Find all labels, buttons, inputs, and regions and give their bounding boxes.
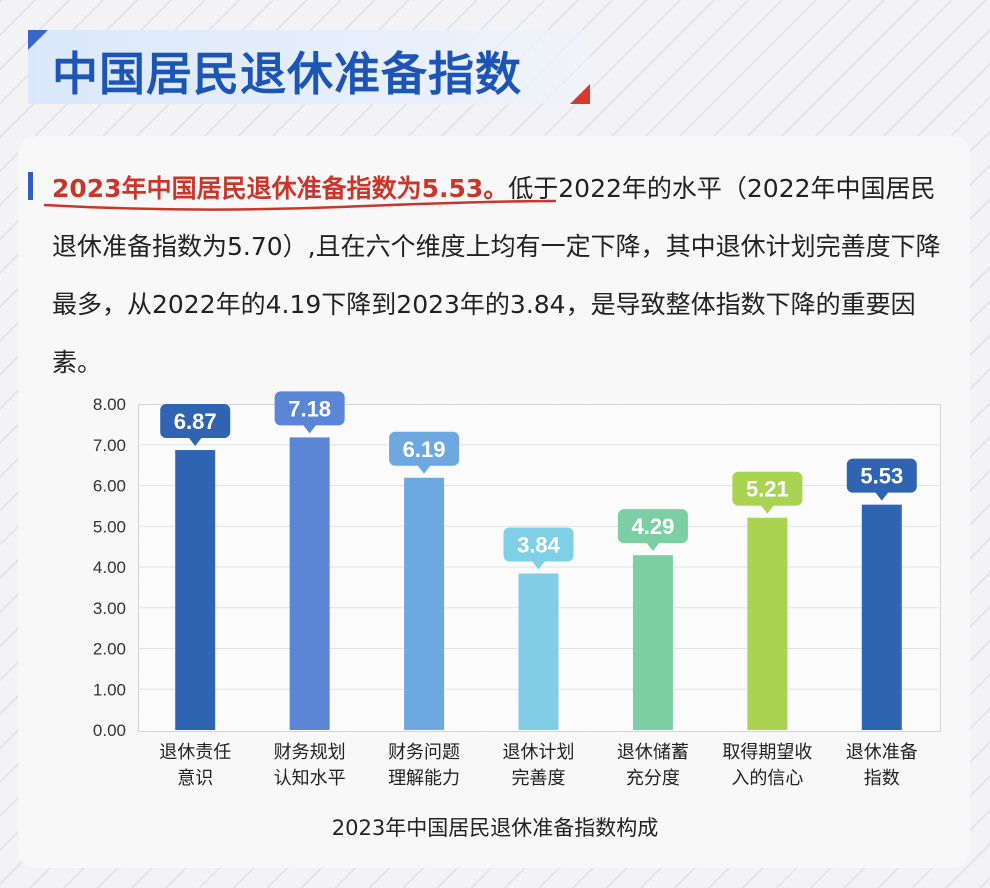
x-tick-label: 充分度 xyxy=(626,768,680,788)
x-tick-label: 认知水平 xyxy=(274,768,346,788)
bar xyxy=(518,573,559,730)
highlight-underline-swoosh xyxy=(43,199,557,211)
y-tick-label: 1.00 xyxy=(93,680,126,699)
data-label-badge xyxy=(389,431,460,466)
x-tick-label: 完善度 xyxy=(512,768,566,788)
x-tick-label: 退休责任 xyxy=(159,742,231,762)
bar xyxy=(861,504,902,730)
data-label-pointer xyxy=(645,542,660,552)
data-label-pointer xyxy=(874,491,889,501)
bar xyxy=(289,437,330,730)
y-tick-label: 3.00 xyxy=(93,599,126,618)
x-tick-label: 指数 xyxy=(864,768,900,788)
page-title: 中国居民退休准备指数 xyxy=(52,47,522,101)
x-tick-label: 退休计划 xyxy=(503,742,575,762)
paragraph-accent-bar xyxy=(28,172,33,200)
y-tick-label: 7.00 xyxy=(93,436,126,455)
bar xyxy=(175,450,216,730)
title-banner: 中国居民退休准备指数 xyxy=(28,30,590,104)
bar xyxy=(404,477,445,730)
x-tick-label: 意识 xyxy=(177,768,213,788)
data-label-badge xyxy=(274,391,345,426)
data-label-pointer xyxy=(531,560,546,570)
summary-paragraph: 2023年中国居民退休准备指数为5.53。低于2022年的水平（2022年中国居… xyxy=(52,160,957,392)
data-label: 5.21 xyxy=(746,477,789,502)
data-label-badge xyxy=(846,458,917,493)
data-label-pointer xyxy=(417,464,432,474)
data-label-badge xyxy=(617,509,688,544)
data-label: 7.18 xyxy=(288,396,331,421)
title-corner-accent-blue xyxy=(28,30,48,50)
x-tick-label: 理解能力 xyxy=(388,768,460,788)
chart-caption: 2023年中国居民退休准备指数构成 xyxy=(331,816,659,840)
y-tick-label: 2.00 xyxy=(93,640,126,659)
x-tick-label: 退休储蓄 xyxy=(617,742,689,762)
data-label: 6.87 xyxy=(174,409,217,434)
x-tick-label: 入的信心 xyxy=(731,768,803,788)
title-corner-accent-red xyxy=(570,84,590,104)
y-tick-label: 0.00 xyxy=(93,721,126,740)
data-label-pointer xyxy=(760,504,775,514)
data-label-pointer xyxy=(188,437,203,447)
data-label: 6.19 xyxy=(403,437,446,462)
x-tick-label: 财务规划 xyxy=(274,742,346,762)
data-label: 5.53 xyxy=(860,464,903,489)
y-tick-label: 5.00 xyxy=(93,517,126,536)
y-tick-label: 8.00 xyxy=(93,395,126,414)
summary-highlight: 2023年中国居民退休准备指数为5.53。 xyxy=(52,174,509,203)
data-label-badge xyxy=(503,527,574,562)
x-tick-label: 财务问题 xyxy=(388,742,460,762)
x-tick-label: 退休准备 xyxy=(846,742,918,762)
data-label-badge xyxy=(732,471,803,506)
bar-chart: 0.00 1.00 2.00 3.00 4.00 5.00 6.00 7.00 8.00 6.87… xyxy=(93,391,939,788)
y-tick-label: 6.00 xyxy=(93,477,126,496)
data-label-pointer xyxy=(302,424,317,434)
y-tick-label: 4.00 xyxy=(93,558,126,577)
data-label: 3.84 xyxy=(517,533,561,558)
bar xyxy=(632,555,673,730)
summary-body: 低于2022年的水平（2022年中国居民退休准备指数为5.70）,且在六个维度上… xyxy=(52,174,941,377)
bar xyxy=(747,517,788,730)
x-tick-label: 取得期望收 xyxy=(722,742,812,762)
title-banner-background xyxy=(28,30,590,104)
data-label: 4.29 xyxy=(632,514,675,539)
data-label-badge xyxy=(160,404,231,439)
